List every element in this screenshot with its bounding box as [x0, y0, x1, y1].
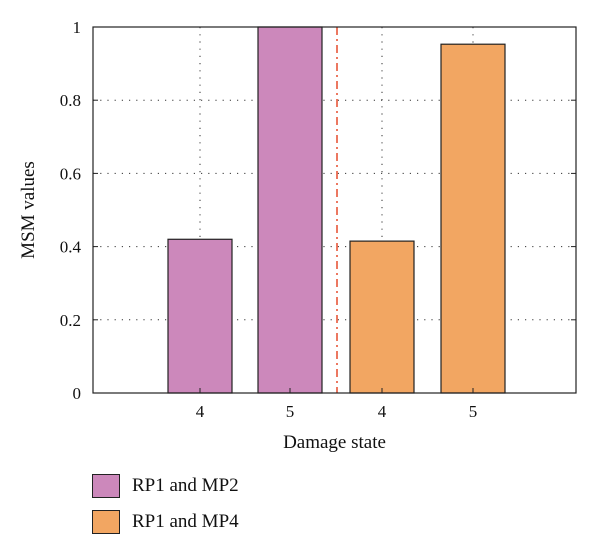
x-tick-labels: 4 5 4 5	[196, 388, 478, 421]
bars	[167, 26, 506, 394]
y-tick-labels: 0 0.2 0.4 0.6 0.8 1	[60, 18, 576, 403]
y-tick-label: 1	[73, 18, 82, 37]
legend-swatch	[92, 474, 120, 498]
x-tick-label: 4	[196, 402, 205, 421]
bar-2-5	[440, 43, 506, 394]
y-tick-label: 0	[73, 384, 82, 403]
plot-frame	[92, 26, 577, 394]
bar-1-5	[257, 26, 323, 394]
legend-label: RP1 and MP4	[132, 511, 239, 532]
legend-item-series-1: RP1 and MP2	[92, 472, 239, 500]
bar-1-4	[167, 238, 233, 394]
y-axis-label: MSM values	[18, 161, 39, 259]
legend-swatch	[92, 510, 120, 534]
legend: RP1 and MP2 RP1 and MP4	[92, 472, 239, 544]
y-tick-label: 0.2	[60, 311, 81, 330]
bar-2-4	[349, 240, 415, 394]
legend-label: RP1 and MP2	[132, 475, 239, 496]
x-tick-label: 4	[378, 402, 387, 421]
x-axis-label: Damage state	[283, 432, 386, 453]
legend-item-series-2: RP1 and MP4	[92, 508, 239, 536]
x-tick-label: 5	[286, 402, 295, 421]
x-tick-label: 5	[469, 402, 478, 421]
y-tick-label: 0.8	[60, 91, 81, 110]
bar-chart: 0 0.2 0.4 0.6 0.8 1 4 5 4 5 Damage state MSM val…	[18, 18, 577, 453]
y-tick-label: 0.6	[60, 164, 81, 183]
y-tick-label: 0.4	[60, 238, 82, 257]
